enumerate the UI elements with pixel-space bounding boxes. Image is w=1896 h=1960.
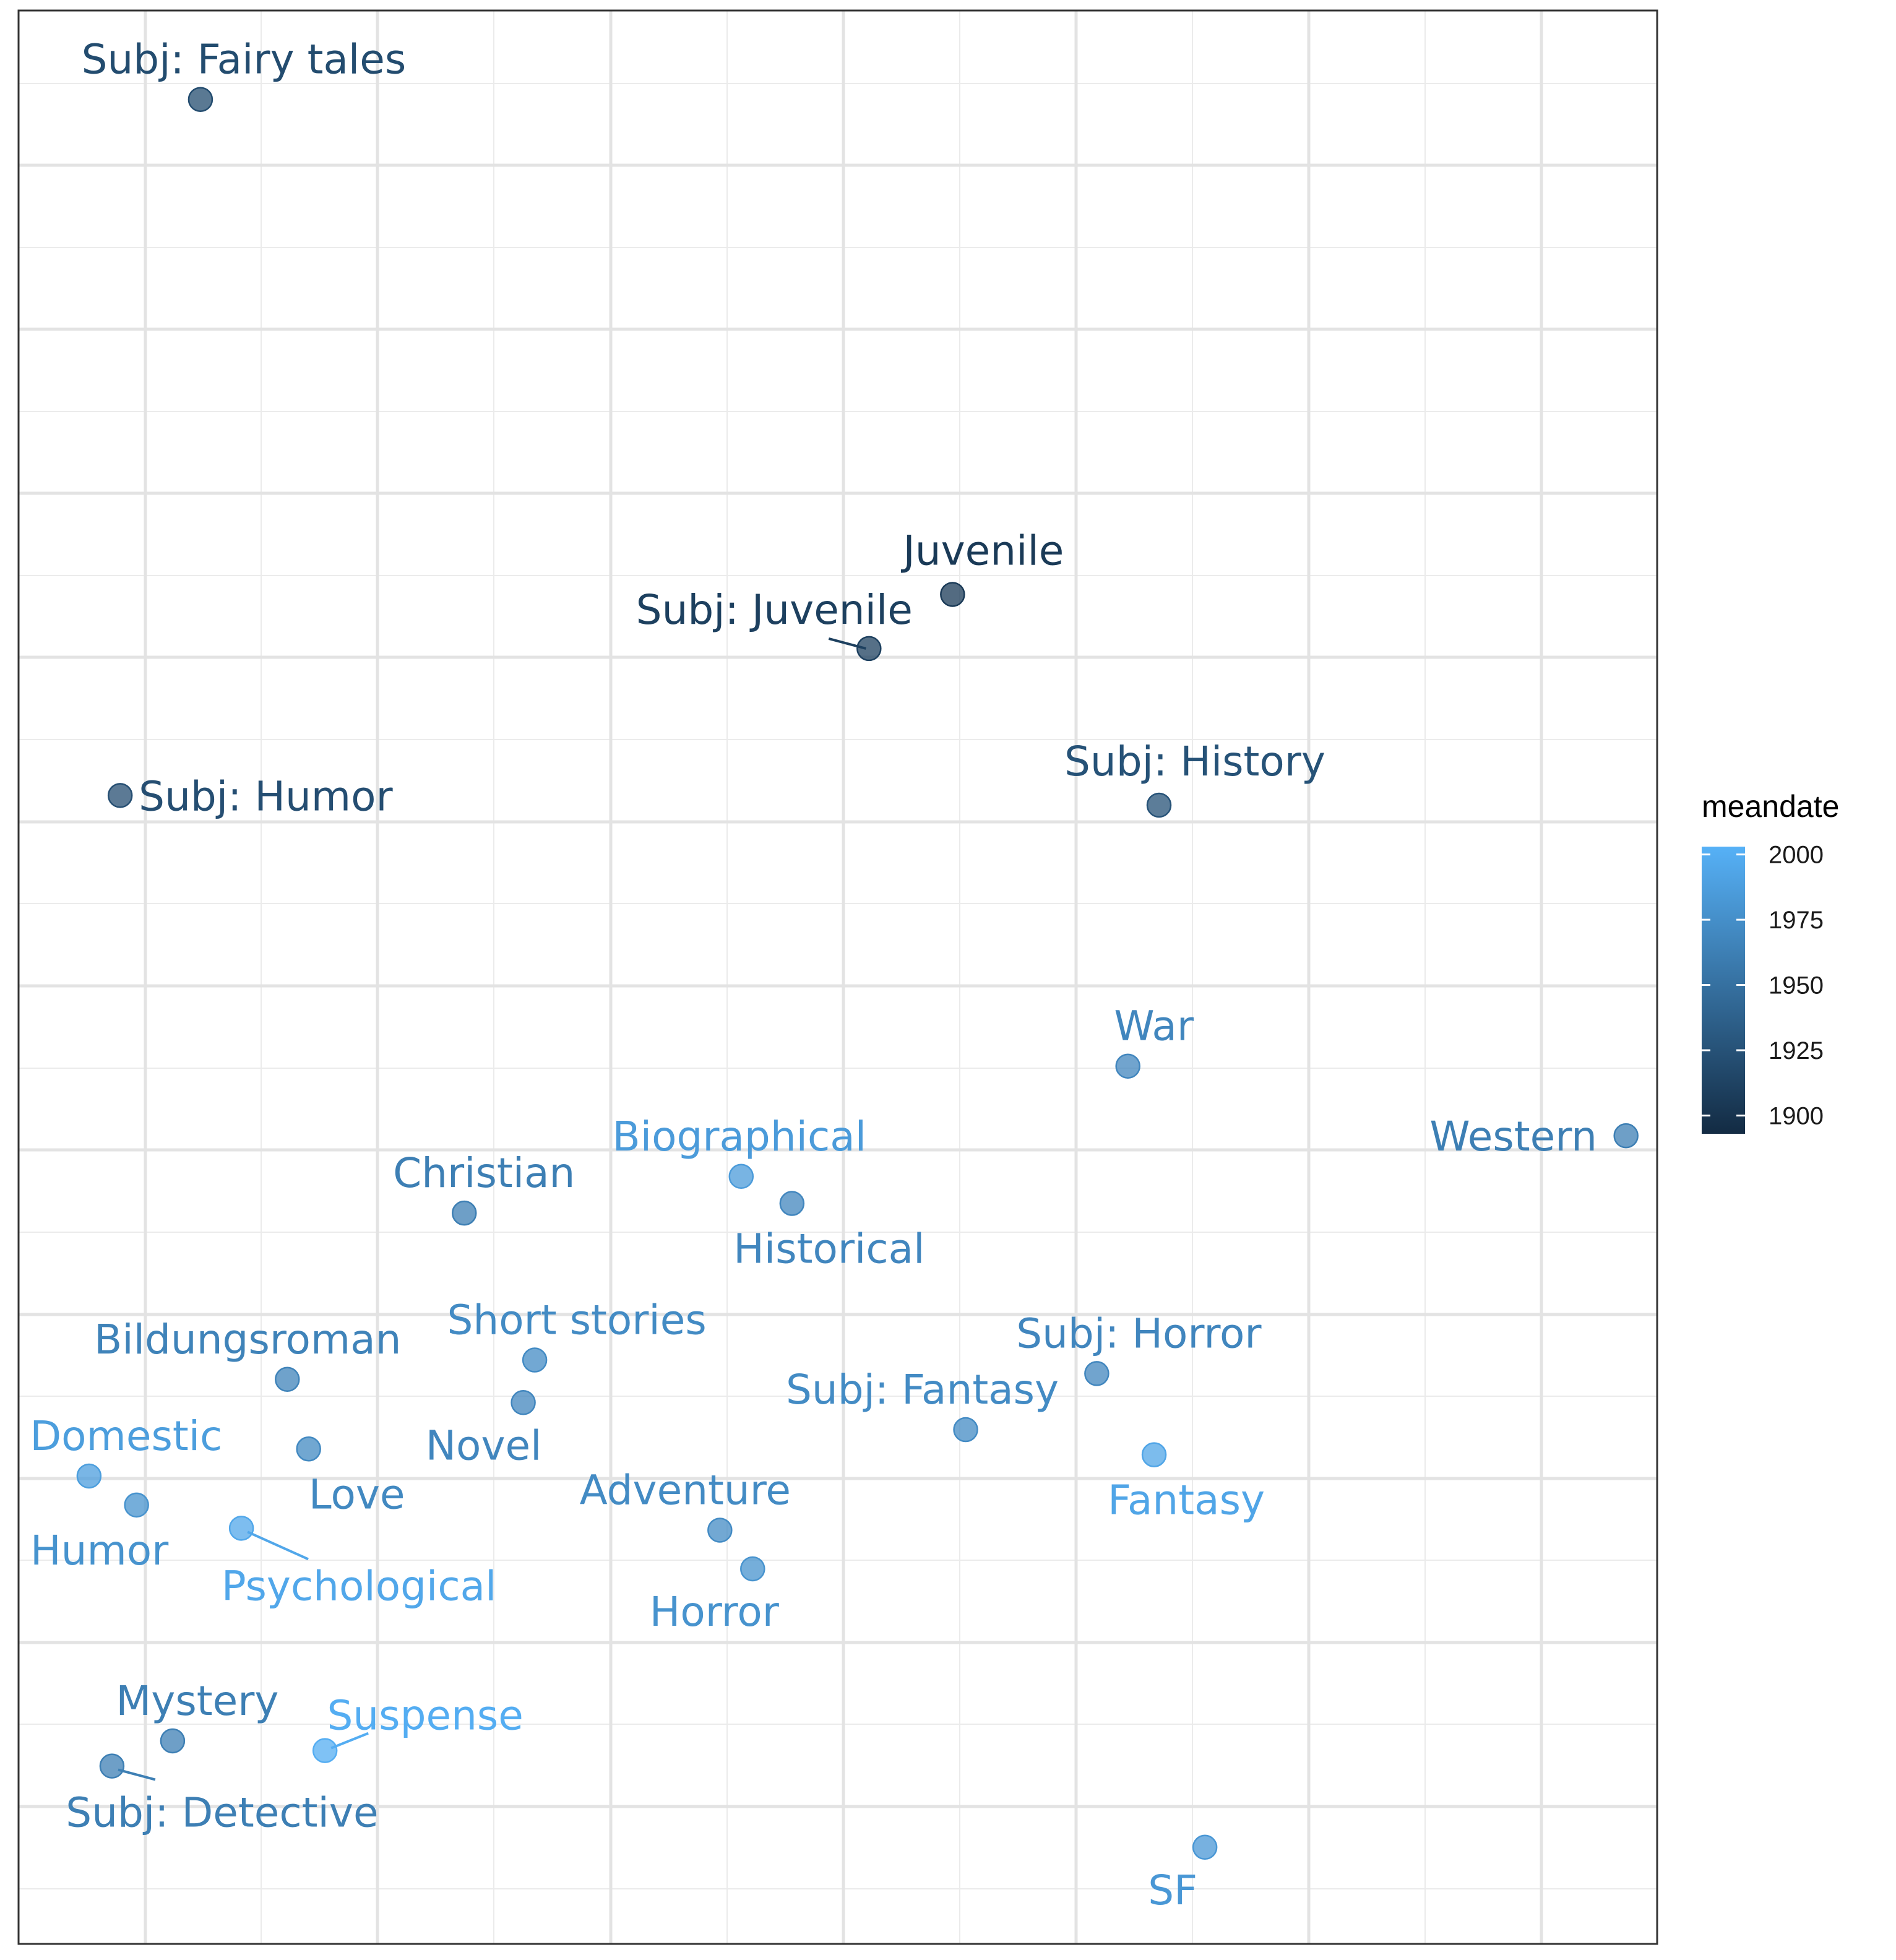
data-point [856,636,882,662]
data-point [160,1728,186,1754]
point-label: Love [309,1470,405,1518]
legend-colorbar [1702,847,1745,1134]
point-label: Fantasy [1108,1477,1265,1524]
data-point [107,783,133,808]
point-label: Subj: Fantasy [786,1366,1059,1414]
grid-minor [19,11,1657,1944]
point-label: Horror [650,1588,780,1636]
data-point [275,1366,300,1392]
panel-border [17,9,1658,1945]
point-label: Christian [393,1149,575,1197]
point-label: Subj: Fairy tales [82,36,407,84]
grid-major [19,11,1657,1944]
label-leader [330,1732,369,1750]
data-point [228,1516,254,1541]
data-point [312,1738,338,1763]
data-point [124,1492,149,1518]
point-label: Subj: Detective [66,1789,378,1837]
data-point [1146,792,1172,818]
point-label: Subj: Juvenile [636,586,913,634]
data-point [511,1390,536,1415]
legend-tick-label: 1975 [1769,907,1824,934]
point-label: Domestic [30,1412,222,1460]
point-label: Suspense [327,1692,523,1740]
data-point [940,582,965,607]
point-label: SF [1148,1867,1197,1914]
label-leader [247,1530,309,1561]
point-label: Short stories [447,1297,707,1344]
data-point [187,87,213,112]
legend-tick-label: 2000 [1769,842,1824,869]
data-point [779,1191,805,1216]
point-label: Biographical [612,1113,866,1160]
legend-ticks: 1900 1925 1950 1975 2000 [1702,842,1824,1129]
legend-tick-label: 1950 [1769,972,1824,999]
data-point [728,1163,754,1189]
point-label: Bildungsroman [94,1316,401,1363]
data-point [1613,1123,1639,1149]
legend-tick-label: 1925 [1769,1037,1824,1064]
point-label: Mystery [116,1677,278,1725]
legend-tick-label: 1900 [1769,1102,1824,1129]
point-label: Subj: Horror [1016,1310,1262,1357]
point-label: Psychological [222,1562,497,1610]
point-label: Western [1429,1113,1597,1160]
data-points [76,87,1639,1860]
label-leader [118,1768,156,1781]
legend-title: meandate [1702,789,1839,824]
point-labels: Subj: Fairy tales Juvenile Subj: Juvenile S… [30,36,1597,1914]
point-label: Historical [733,1225,924,1273]
label-leaders [118,637,866,1781]
legend: meandate 1900 1925 1950 1975 2000 [1702,789,1839,1134]
point-label: Humor [30,1527,169,1574]
point-label: Subj: Humor [139,772,393,820]
data-point [99,1753,125,1779]
data-point [1141,1442,1167,1467]
point-label: Juvenile [900,527,1064,574]
data-point [522,1347,548,1373]
data-point [1115,1053,1140,1079]
data-point [953,1417,978,1443]
data-point [76,1463,102,1489]
data-point [740,1556,765,1582]
data-point [1084,1361,1110,1386]
data-point [452,1200,477,1226]
point-label: Novel [426,1422,542,1469]
point-label: Subj: History [1064,738,1325,785]
data-point [296,1436,321,1462]
point-label: War [1114,1003,1194,1050]
point-label: Adventure [580,1466,791,1514]
data-point [1192,1834,1218,1860]
data-point [707,1517,733,1543]
